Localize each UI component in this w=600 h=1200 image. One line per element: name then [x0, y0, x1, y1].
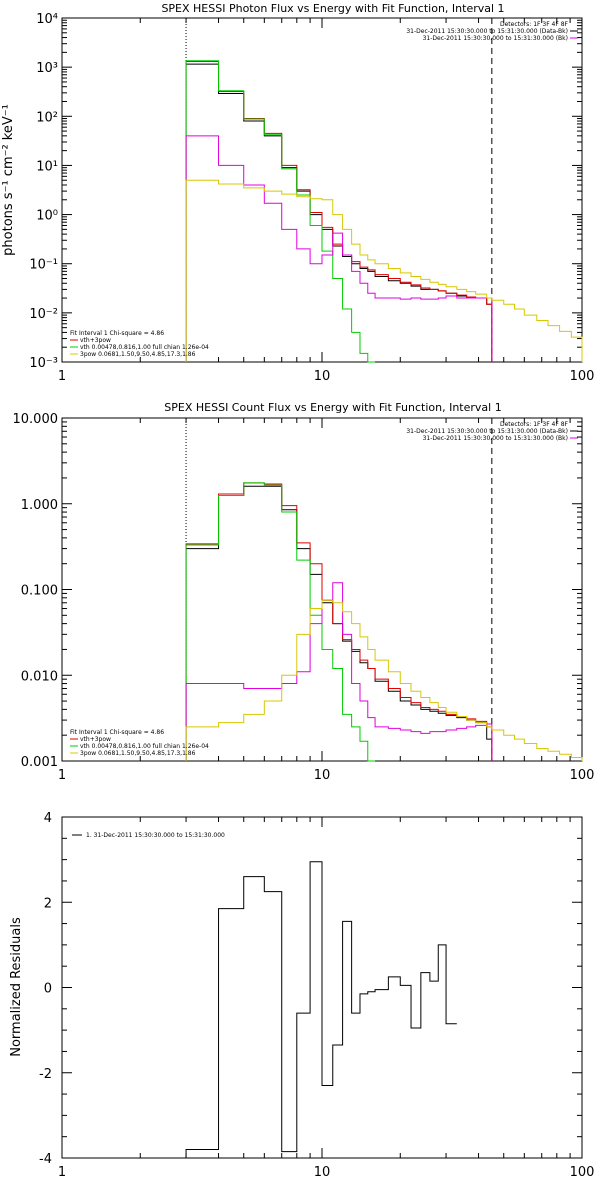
y-tick-label: 10.000: [13, 412, 59, 427]
series-bk-line: [185, 582, 493, 761]
x-tick-label: 100: [570, 369, 595, 384]
residuals-ylabel: Normalized Residuals: [9, 917, 24, 1057]
y-tick-label: -4: [39, 1152, 52, 1167]
photon-flux-title: SPEX HESSI Photon Flux vs Energy with Fi…: [161, 2, 504, 15]
y-tick-label: 0: [44, 982, 52, 997]
x-tick-label: 10: [314, 369, 331, 384]
y-tick-label: 0.010: [21, 669, 58, 684]
series-model-line: [185, 61, 493, 362]
x-tick-label: 10: [314, 1165, 331, 1180]
series-pow-line: [185, 179, 583, 362]
y-tick-label: -2: [39, 1067, 52, 1082]
y-tick-label: 10³: [36, 61, 58, 76]
count-flux-plot: 1 10 100 0.001 0.010 0.100 1.000 10.000 Detector…: [13, 412, 595, 783]
count-flux-panel: SPEX HESSI Count Flux vs Energy with Fit…: [13, 401, 595, 783]
legend-entry: vth 0.00478,0.816,1.00 full chian 1.26e-…: [80, 743, 209, 750]
y-tick-label: 0.100: [21, 584, 58, 599]
legend-entry: Fit Interval 1 Chi-square = 4.86: [70, 330, 164, 337]
legend-entry: vth+3pow: [80, 736, 111, 743]
x-tick-label: 1: [58, 1165, 66, 1180]
legend-entry: Detectors: 1F 3F 4F 8F: [500, 21, 569, 28]
y-tick-label: 10⁴: [36, 12, 58, 27]
residuals-plot: 1 10 100 -4 -2 0 2 4 1. 31-Dec-2011 15:30:30.000…: [39, 811, 594, 1180]
y-tick-label: 4: [44, 811, 52, 826]
count-flux-title: SPEX HESSI Count Flux vs Energy with Fit…: [164, 401, 501, 414]
x-tick-label: 100: [570, 768, 595, 783]
legend-entry: Fit Interval 1 Chi-square = 4.86: [70, 729, 164, 736]
legend-entry: 1. 31-Dec-2011 15:30:30.000 to 15:31:30.…: [86, 832, 225, 839]
x-tick-label: 1: [58, 768, 66, 783]
residuals-panel: Normalized Residuals 1 10 100 -4 -2 0 2 4 1. 31-…: [9, 811, 594, 1180]
series-vth-line: [185, 482, 376, 762]
x-tick-label: 100: [570, 1165, 595, 1180]
y-tick-label: 10⁻²: [29, 307, 58, 322]
legend-entry: vth+3pow: [80, 337, 111, 344]
x-tick-label: 1: [58, 369, 66, 384]
legend-entry: Detectors: 1F 3F 4F 8F: [500, 421, 569, 428]
legend-entry: vth 0.00478,0.816,1.00 full chian 1.26e-…: [80, 344, 209, 351]
series-data-line: [185, 63, 493, 362]
series-vth-line: [185, 60, 376, 363]
plot-frame: [61, 17, 583, 363]
legend-entry: 31-Dec-2011 15:30:30.000 to 15:31:30.000…: [423, 435, 568, 442]
y-tick-label: 10⁻³: [29, 356, 58, 371]
series-model-line: [185, 482, 493, 761]
y-tick-label: 10¹: [36, 159, 58, 174]
legend-entry: 3pow 0.0681,1.50,9.50,4.85,17.3,1.86: [80, 351, 196, 358]
legend-entry: 31-Dec-2011 15:30:30.000 to 15:31:30.000…: [406, 428, 568, 435]
legend-entry: 31-Dec-2011 15:30:30.000 to 15:31:30.000…: [423, 35, 568, 42]
y-tick-label: 10²: [36, 110, 58, 125]
legend-entry: 3pow 0.0681,1.50,9.50,4.85,17.3,1.86: [80, 750, 196, 757]
photon-flux-plot: 1 10 100 10⁻³ 10⁻² 10⁻¹ 10⁰ 10¹ 10² 10³ 10⁴ Detecto…: [29, 12, 594, 384]
x-tick-label: 10: [314, 768, 331, 783]
y-tick-label: 1.000: [21, 498, 58, 513]
series-residuals-line: [185, 861, 457, 1158]
y-tick-label: 10⁰: [36, 209, 58, 224]
y-tick-label: 10⁻¹: [29, 258, 58, 273]
y-tick-label: 2: [44, 896, 52, 911]
legend-entry: 31-Dec-2011 15:30:30.000 to 15:31:30.000…: [406, 28, 568, 35]
y-tick-label: 0.001: [21, 755, 58, 770]
series-bk-line: [185, 135, 493, 362]
photon-flux-panel: SPEX HESSI Photon Flux vs Energy with Fi…: [1, 2, 594, 384]
series-pow-line: [185, 599, 583, 761]
photon-flux-ylabel: photons s⁻¹ cm⁻² keV⁻¹: [1, 104, 16, 256]
